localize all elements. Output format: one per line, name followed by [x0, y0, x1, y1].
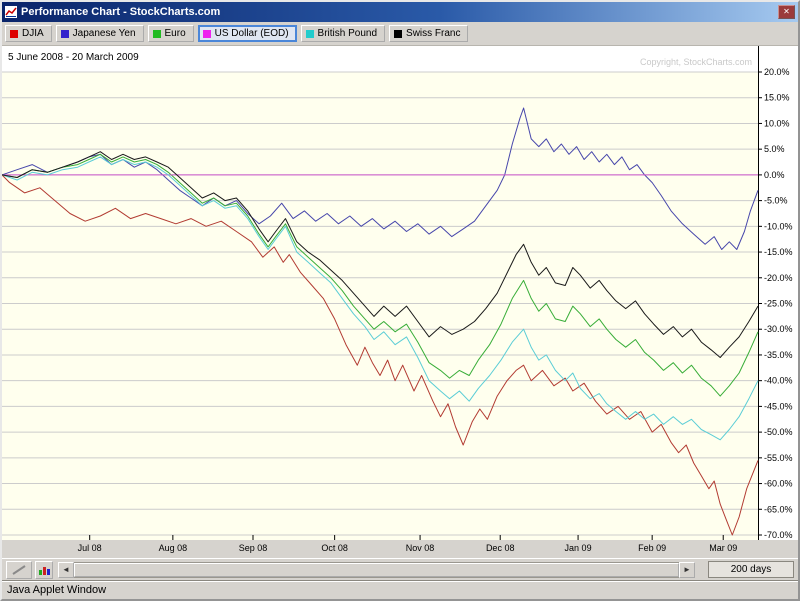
y-axis-label: -35.0% [764, 350, 793, 360]
y-axis-label: -60.0% [764, 479, 793, 489]
y-axis-label: 5.0% [764, 144, 785, 154]
y-axis-label: 0.0% [764, 170, 785, 180]
y-axis-label: -55.0% [764, 453, 793, 463]
legend-label: Swiss Franc [406, 28, 461, 39]
x-axis-label: Oct 08 [321, 543, 348, 553]
title-bar: Performance Chart - StockCharts.com ✕ [2, 2, 798, 22]
x-axis-label: Jul 08 [77, 543, 102, 553]
y-axis-label: 10.0% [764, 118, 790, 128]
legend-swatch [394, 29, 403, 38]
status-text: Java Applet Window [7, 584, 107, 596]
series-djia [2, 174, 759, 536]
scrollbar-track[interactable] [74, 561, 679, 578]
legend-item-us-dollar-eod[interactable]: US Dollar (EOD) [197, 25, 297, 42]
status-bar: Java Applet Window [2, 580, 798, 599]
y-axis-label: -30.0% [764, 324, 793, 334]
legend-label: British Pound [317, 28, 378, 39]
mini-chart-icon [38, 564, 50, 576]
x-axis-label: Dec 08 [485, 543, 515, 553]
x-axis-label: Feb 09 [638, 543, 667, 553]
legend-swatch [60, 29, 69, 38]
legend-item-japanese-yen[interactable]: Japanese Yen [55, 25, 144, 42]
trendline-tool-button[interactable] [6, 560, 32, 579]
legend-item-british-pound[interactable]: British Pound [300, 25, 386, 42]
y-axis-label: -10.0% [764, 221, 793, 231]
y-axis-label: 20.0% [764, 67, 790, 77]
y-axis-label: -5.0% [764, 196, 788, 206]
y-axis-label: -50.0% [764, 427, 793, 437]
y-axis-label: -70.0% [764, 530, 793, 540]
chart-scrollbar[interactable]: ◄ ► [58, 561, 695, 578]
legend-swatch [152, 29, 161, 38]
copyright-label: Copyright, StockCharts.com [639, 57, 752, 67]
app-icon [5, 6, 17, 18]
legend-swatch [10, 29, 18, 38]
chart-type-button[interactable] [35, 560, 53, 579]
y-axis-label: -65.0% [764, 504, 793, 514]
legend-swatch [202, 29, 211, 38]
x-axis-labels: Jul 08 Aug 08 Sep 08 Oct 08 Nov 08 Dec 08 Jan … [2, 540, 798, 558]
date-range-label: 5 June 2008 - 20 March 2009 [8, 52, 139, 63]
y-axis-label: 15.0% [764, 93, 790, 103]
scrollbar-thumb[interactable] [74, 562, 679, 577]
y-axis-label: -40.0% [764, 376, 793, 386]
legend-item-djia[interactable]: DJIA [5, 25, 52, 42]
range-display[interactable]: 200 days [708, 561, 794, 578]
y-axis-label: -20.0% [764, 273, 793, 283]
y-axis-label: -45.0% [764, 401, 793, 411]
window-title: Performance Chart - StockCharts.com [21, 6, 221, 18]
close-button[interactable]: ✕ [778, 5, 795, 19]
legend-label: Japanese Yen [72, 28, 136, 39]
x-axis-label: Aug 08 [158, 543, 188, 553]
scroll-right-button[interactable]: ► [679, 561, 695, 578]
x-axis-label: Jan 09 [564, 543, 592, 553]
series-euro [2, 153, 759, 397]
x-axis-label: Sep 08 [238, 543, 268, 553]
legend-label: US Dollar (EOD) [214, 28, 289, 39]
y-axis-label: -25.0% [764, 299, 793, 309]
scroll-left-button[interactable]: ◄ [58, 561, 74, 578]
x-axis-label: Mar 09 [709, 543, 738, 553]
series-british-pound [2, 156, 759, 441]
trendline-icon [11, 564, 27, 576]
series-japanese-yen [2, 107, 759, 250]
legend-label: DJIA [22, 28, 44, 39]
y-axis-label: -15.0% [764, 247, 793, 257]
series-swiss-franc [2, 151, 759, 358]
legend-bar: DJIA Japanese Yen Euro US Dollar (EOD) Briti… [2, 22, 798, 46]
chart-area: 20.0% 15.0% 10.0% 5.0% 0.0% -5.0% -10.0% -15.0%… [2, 46, 798, 540]
legend-item-swiss-franc[interactable]: Swiss Franc [389, 25, 469, 42]
legend-swatch [305, 29, 314, 38]
legend-item-euro[interactable]: Euro [147, 25, 194, 42]
legend-label: Euro [164, 28, 186, 39]
performance-chart: 20.0% 15.0% 10.0% 5.0% 0.0% -5.0% -10.0% -15.0%… [2, 46, 793, 540]
plot-background-shaded [2, 72, 758, 540]
bottom-toolbar: ◄ ► 200 days [2, 558, 798, 580]
x-axis-label: Nov 08 [405, 543, 435, 553]
